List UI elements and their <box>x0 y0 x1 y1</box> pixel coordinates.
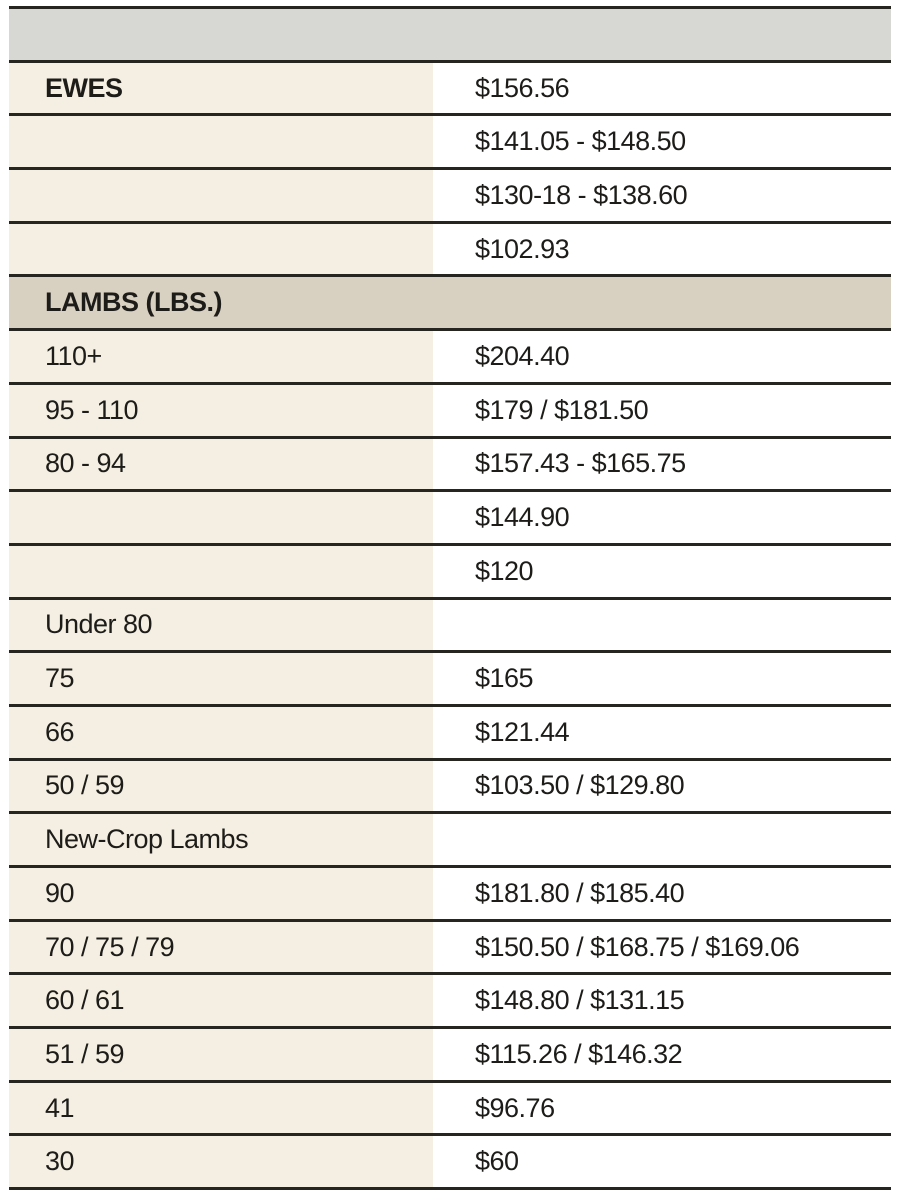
row-label <box>9 492 433 543</box>
row-value: $165 <box>433 653 891 704</box>
row-value: $120 <box>433 545 891 597</box>
table-row: 66 $121.44 <box>9 706 891 761</box>
table-row: EWES $156.56 <box>9 62 891 117</box>
row-label: 41 <box>9 1082 433 1134</box>
table-row: 50 / 59 $103.50 / $129.80 <box>9 760 891 815</box>
row-value: $150.50 / $168.75 / $169.06 <box>433 921 891 973</box>
row-value: $130-18 - $138.60 <box>433 170 891 221</box>
row-label: 75 <box>9 653 433 704</box>
table-row: 70 / 75 / 79 $150.50 / $168.75 / $169.06 <box>9 921 891 976</box>
price-table: EWES $156.56 $141.05 - $148.50 $130-18 - $1… <box>9 6 891 1191</box>
row-value: $179 / $181.50 <box>433 384 891 436</box>
row-value: $204.40 <box>433 331 891 382</box>
table-row: $144.90 <box>9 492 891 546</box>
table-row: 95 - 110 $179 / $181.50 <box>9 384 891 439</box>
row-label: 30 <box>9 1136 433 1188</box>
row-label: 95 - 110 <box>9 384 433 436</box>
row-label <box>9 223 433 275</box>
row-label: Under 80 <box>9 599 433 651</box>
row-label: 70 / 75 / 79 <box>9 921 433 973</box>
table-row: 80 - 94 $157.43 - $165.75 <box>9 438 891 493</box>
row-value: $103.50 / $129.80 <box>433 760 891 812</box>
row-value: $102.93 <box>433 223 891 275</box>
row-value: $141.05 - $148.50 <box>433 116 891 168</box>
row-label: EWES <box>9 62 433 114</box>
row-label: 60 / 61 <box>9 975 433 1027</box>
row-label: 50 / 59 <box>9 760 433 812</box>
row-label: 90 <box>9 868 433 919</box>
row-value: $181.80 / $185.40 <box>433 868 891 919</box>
row-value: $96.76 <box>433 1082 891 1134</box>
row-label: 110+ <box>9 331 433 382</box>
table-row: 110+ $204.40 <box>9 331 891 385</box>
table-row: Under 80 <box>9 599 891 654</box>
row-value: $156.56 <box>433 62 891 114</box>
section-header-row: LAMBS (LBS.) <box>9 277 891 332</box>
row-label <box>9 545 433 597</box>
table-row: 75 $165 <box>9 653 891 707</box>
row-label: 80 - 94 <box>9 438 433 490</box>
table-row: New-Crop Lambs <box>9 814 891 868</box>
row-label <box>9 116 433 168</box>
row-value <box>433 814 891 865</box>
row-value: $157.43 - $165.75 <box>433 438 891 490</box>
top-bar <box>9 9 891 63</box>
row-value: $115.26 / $146.32 <box>433 1029 891 1080</box>
table-row: 60 / 61 $148.80 / $131.15 <box>9 975 891 1030</box>
row-label: 51 / 59 <box>9 1029 433 1080</box>
table-row: 41 $96.76 <box>9 1082 891 1137</box>
row-value <box>433 599 891 651</box>
row-value: $60 <box>433 1136 891 1188</box>
row-label: 66 <box>9 706 433 758</box>
section-title: LAMBS (LBS.) <box>45 287 222 318</box>
table-row: $120 <box>9 545 891 600</box>
row-label: New-Crop Lambs <box>9 814 433 865</box>
row-value: $148.80 / $131.15 <box>433 975 891 1027</box>
table-row: 30 $60 <box>9 1136 891 1191</box>
row-label <box>9 170 433 221</box>
table-row: 90 $181.80 / $185.40 <box>9 868 891 922</box>
table-row: $102.93 <box>9 223 891 278</box>
table-row: $141.05 - $148.50 <box>9 116 891 171</box>
row-value: $121.44 <box>433 706 891 758</box>
table-row: 51 / 59 $115.26 / $146.32 <box>9 1029 891 1083</box>
row-value: $144.90 <box>433 492 891 543</box>
table-row: $130-18 - $138.60 <box>9 170 891 224</box>
